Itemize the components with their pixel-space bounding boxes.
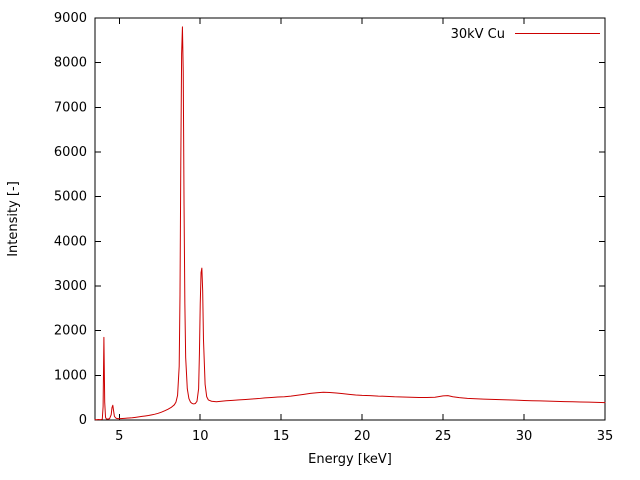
legend-label: 30kV Cu	[451, 27, 505, 42]
x-tick-label: 10	[192, 429, 209, 444]
x-tick-label: 15	[273, 429, 290, 444]
x-tick-label: 20	[354, 429, 371, 444]
y-axis-label: Intensity [-]	[6, 181, 21, 257]
y-tick-label: 6000	[54, 145, 87, 160]
y-tick-label: 0	[79, 413, 87, 428]
y-tick-label: 2000	[54, 324, 87, 339]
x-tick-label: 35	[597, 429, 614, 444]
x-axis-label: Energy [keV]	[308, 452, 392, 467]
plot-border	[94, 17, 606, 421]
y-tick-label: 4000	[54, 234, 87, 249]
y-tick-label: 9000	[54, 11, 87, 26]
y-tick-label: 3000	[54, 279, 87, 294]
x-tick-label: 30	[516, 429, 533, 444]
spectrum-line	[94, 26, 606, 421]
x-tick-label: 5	[115, 429, 123, 444]
x-tick-label: 25	[435, 429, 452, 444]
y-tick-label: 1000	[54, 368, 87, 383]
y-tick-label: 5000	[54, 190, 87, 205]
y-tick-label: 7000	[54, 100, 87, 115]
y-tick-label: 8000	[54, 56, 87, 71]
